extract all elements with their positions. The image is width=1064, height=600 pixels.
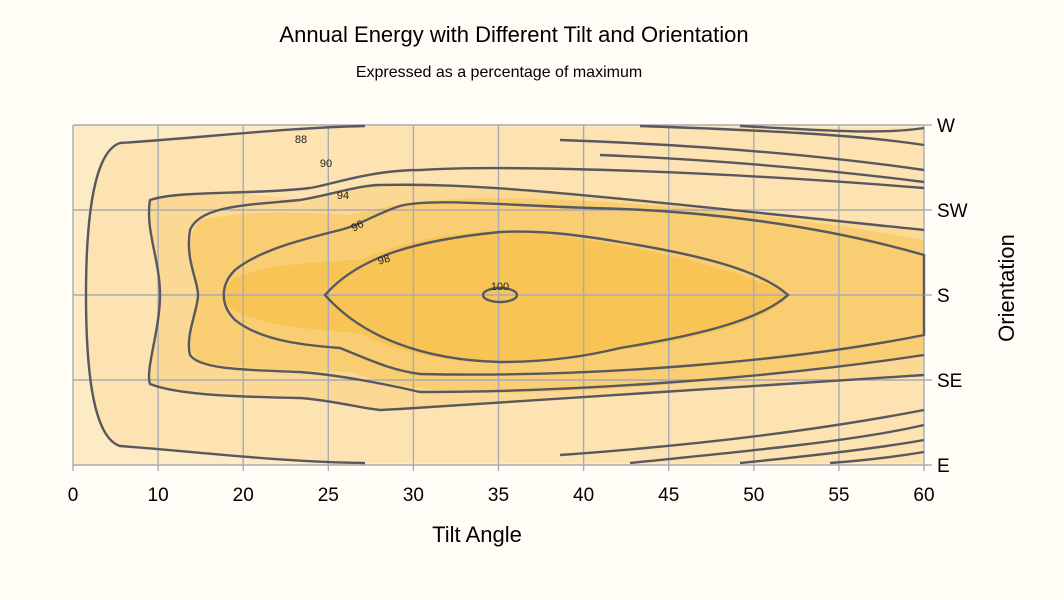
x-tick-label: 35 [488, 485, 509, 506]
contour-extra-bottom-3 [739, 438, 925, 465]
contour-lines [84, 124, 926, 465]
x-tick-label: 50 [743, 485, 764, 506]
contour-extra-bottom-1 [559, 408, 925, 457]
contour-label-90: 90 [320, 158, 332, 170]
contour-96 [222, 201, 926, 376]
contour-extra-bottom-2 [629, 423, 925, 465]
chart-title: Annual Energy with Different Tilt and Or… [279, 22, 749, 47]
x-tick-label: 0 [68, 485, 79, 506]
x-tick-label: 30 [403, 485, 424, 506]
x-tick-label: 10 [148, 485, 169, 506]
x-tick-label: 55 [828, 485, 849, 506]
y-axis: W SW S SE E [924, 116, 968, 477]
x-axis: 0 10 20 25 30 35 40 45 50 55 60 [68, 465, 935, 506]
y-axis-title: Orientation [994, 234, 1019, 342]
contour-88 [84, 124, 366, 465]
contour-extra-top-3 [559, 138, 925, 172]
x-tick-label: 60 [913, 485, 934, 506]
chart-subtitle: Expressed as a percentage of maximum [355, 64, 643, 81]
y-tick-label: SW [937, 201, 968, 222]
contour-label-98: 98 [376, 253, 391, 268]
contour-label-96: 96 [349, 218, 365, 234]
x-tick-label: 45 [658, 485, 679, 506]
contour-label-88: 88 [295, 134, 307, 146]
band-peak [325, 232, 788, 363]
contour-extra-top-1 [639, 124, 925, 147]
contour-extra-top-2 [739, 124, 925, 133]
x-axis-title: Tilt Angle [432, 522, 522, 547]
contour-labels: 88 90 94 96 98 100 [295, 134, 509, 293]
y-tick-label: W [937, 116, 955, 137]
y-tick-label: E [937, 456, 950, 477]
x-tick-label: 40 [573, 485, 594, 506]
contour-98 [323, 230, 790, 364]
contour-94 [187, 183, 925, 394]
y-tick-label: SE [937, 371, 962, 392]
contour-extra-top-4 [599, 153, 925, 184]
contour-label-100: 100 [491, 281, 509, 293]
y-tick-label: S [937, 286, 950, 307]
contour-label-94: 94 [337, 190, 349, 202]
contour-extra-bottom-4 [829, 450, 925, 465]
x-tick-label: 25 [318, 485, 339, 506]
contour-100 [481, 286, 519, 304]
contour-90 [147, 166, 925, 412]
x-tick-label: 20 [233, 485, 254, 506]
